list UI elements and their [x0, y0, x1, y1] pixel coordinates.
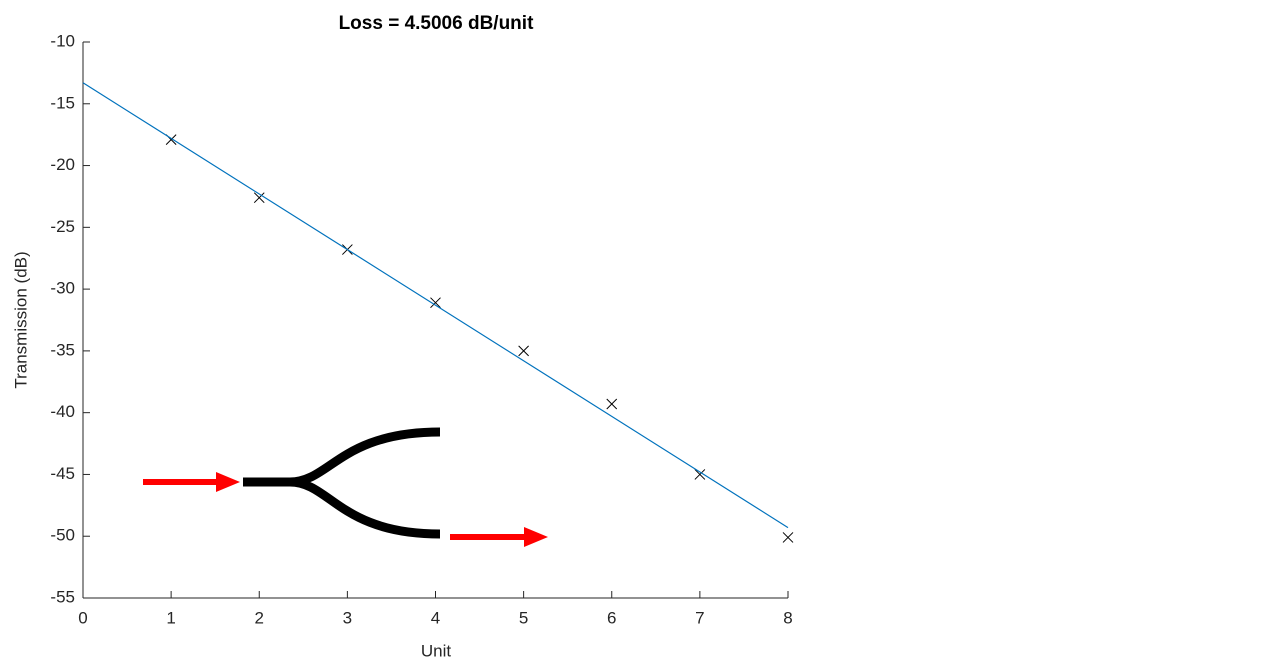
x-tick-label: 0 — [78, 608, 87, 627]
y-tick-label: -40 — [50, 402, 75, 421]
x-tick-label: 1 — [166, 608, 175, 627]
output-arrow-head — [524, 527, 548, 547]
x-axis-label: Unit — [421, 641, 452, 660]
y-tick-label: -10 — [50, 31, 75, 50]
x-tick-label: 7 — [695, 608, 704, 627]
data-point — [782, 532, 794, 543]
y-tick-label: -30 — [50, 279, 75, 298]
x-tick-label: 5 — [519, 608, 528, 627]
y-axis-label: Transmission (dB) — [11, 251, 30, 388]
input-arrow-head — [216, 472, 240, 492]
splitter-diagram — [143, 427, 548, 547]
y-tick-label: -25 — [50, 217, 75, 236]
data-point — [694, 469, 706, 480]
y-tick-label: -20 — [50, 155, 75, 174]
chart-title: Loss = 4.5006 dB/unit — [339, 13, 534, 34]
y-tick-label: -55 — [50, 587, 75, 606]
x-tick-label: 3 — [343, 608, 352, 627]
y-tick-label: -45 — [50, 464, 75, 483]
x-tick-label: 2 — [255, 608, 264, 627]
data-point — [606, 398, 618, 410]
y-tick-label: -35 — [50, 340, 75, 359]
x-tick-label: 4 — [431, 608, 440, 627]
data-point — [430, 297, 441, 309]
y-tick-label: -50 — [50, 526, 75, 545]
x-tick-label: 6 — [607, 608, 616, 627]
y-tick-label: -15 — [50, 93, 75, 112]
data-point — [518, 345, 529, 357]
splitter — [243, 427, 441, 539]
data-point — [253, 192, 265, 204]
fit-line — [82, 82, 789, 529]
x-tick-label: 8 — [783, 608, 792, 627]
